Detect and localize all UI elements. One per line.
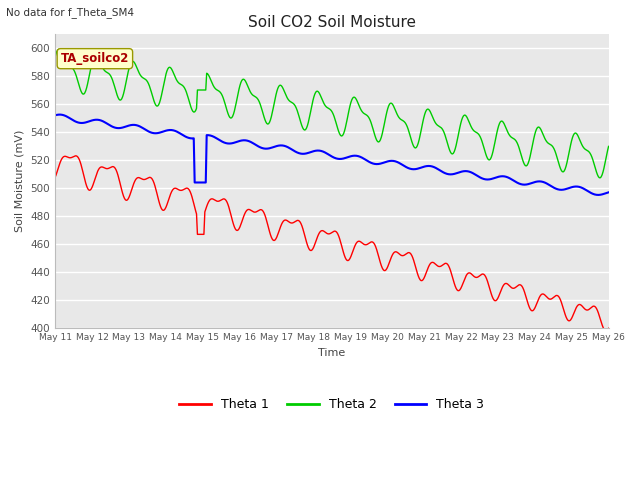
X-axis label: Time: Time: [318, 348, 346, 358]
Title: Soil CO2 Soil Moisture: Soil CO2 Soil Moisture: [248, 15, 416, 30]
Text: No data for f_Theta_SM4: No data for f_Theta_SM4: [6, 7, 134, 18]
Y-axis label: Soil Moisture (mV): Soil Moisture (mV): [15, 130, 25, 232]
Legend: Theta 1, Theta 2, Theta 3: Theta 1, Theta 2, Theta 3: [175, 393, 490, 416]
Text: TA_soilco2: TA_soilco2: [61, 52, 129, 65]
